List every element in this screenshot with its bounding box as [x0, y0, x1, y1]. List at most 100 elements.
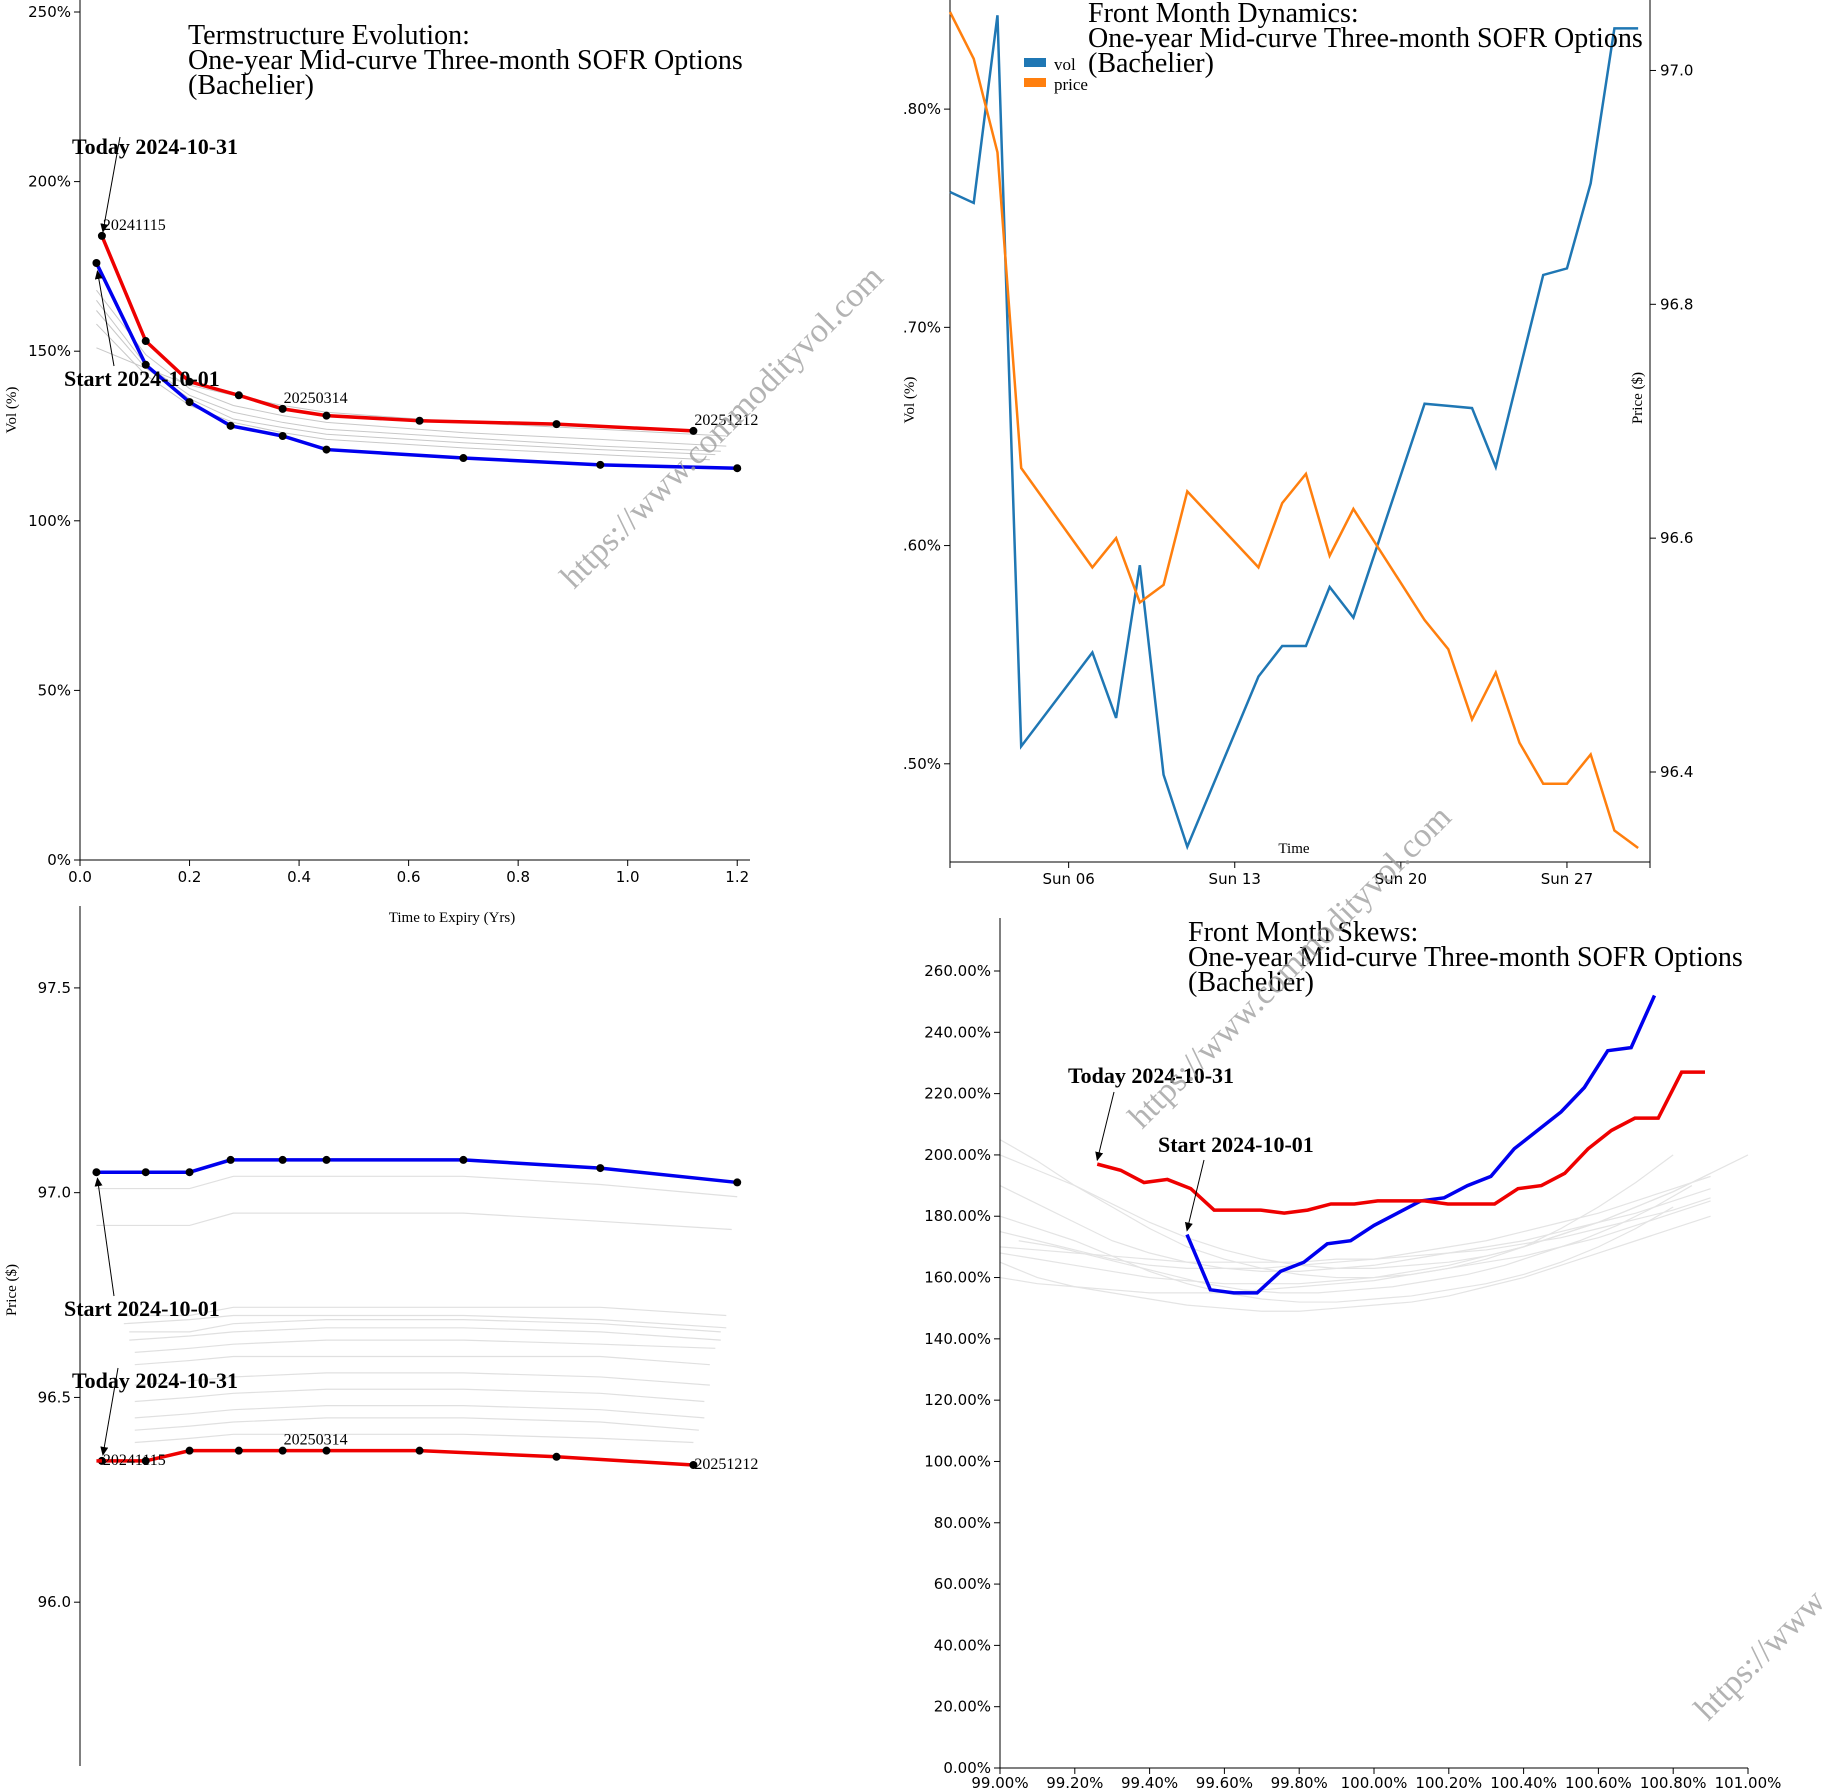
start-data-point	[92, 259, 101, 268]
chart-title-line: One-year Mid-curve Three-month SOFR Opti…	[188, 45, 743, 76]
x-tick-label: 99.60%	[1196, 1774, 1253, 1792]
history-line	[999, 1139, 1674, 1279]
x-axis-title: Time to Expiry (Yrs)	[389, 910, 516, 926]
y-tick-label: 250%	[28, 3, 71, 21]
legend-swatch-vol	[1024, 58, 1046, 67]
y-axis-title: Vol (%)	[902, 377, 918, 424]
today-data-point	[185, 1446, 194, 1455]
point-label: 20251212	[694, 1456, 758, 1473]
history-line	[999, 1154, 1749, 1269]
x-tick-label: Sun 06	[1042, 870, 1094, 888]
y2-tick-label: 96.6	[1660, 529, 1693, 547]
start-data-point	[226, 1155, 235, 1164]
history-line	[999, 1200, 1711, 1294]
annotation-start: Start 2024-10-01	[64, 1296, 220, 1321]
x-tick-label: 100.40%	[1490, 1774, 1557, 1792]
history-line	[134, 1355, 710, 1366]
termstructure-vol-chart: 0% 50% 100% 150% 200% 250% 0.0 0.2 0.4 0.6 0.8 1.0 1…	[4, 0, 758, 926]
x-tick-label: Sun 20	[1375, 870, 1427, 888]
point-label: 20250314	[284, 390, 348, 407]
y2-tick-label: 96.8	[1660, 295, 1693, 313]
x-tick-label: 99.00%	[971, 1774, 1028, 1792]
x-tick-label: 101.00%	[1715, 1774, 1782, 1792]
annotation-start: Start 2024-10-01	[64, 366, 220, 391]
y2-tick-label: 97.0	[1660, 61, 1693, 79]
annotation-today: Today 2024-10-31	[72, 134, 238, 159]
history-line	[134, 1405, 705, 1419]
x-tick-label: 99.40%	[1121, 1774, 1178, 1792]
front-month-dynamics-chart: .50% .60% .70% .80% 96.4 96.6 96.8 97.0 Sun 06 Su…	[902, 0, 1693, 888]
y-axis-title: Vol (%)	[4, 387, 20, 434]
today-data-point	[689, 426, 698, 435]
start-data-point	[278, 1155, 287, 1164]
chart-title-line: Front Month Dynamics:	[1088, 0, 1359, 29]
x-tick-label: 100.60%	[1565, 1774, 1632, 1792]
y-tick-label: 0.00%	[943, 1759, 991, 1777]
chart-title-group: Front Month Skews:One-year Mid-curve Thr…	[1188, 917, 1743, 998]
start-data-point	[322, 445, 331, 454]
point-label: 20241115	[103, 1452, 166, 1469]
y-tick-label: 96.5	[38, 1388, 71, 1406]
x-axis-title: Time	[1278, 841, 1309, 857]
y2-axis-title: Price ($)	[1630, 372, 1646, 424]
chart-title-line: Front Month Skews:	[1188, 917, 1418, 948]
x-tick-label: 0.2	[178, 868, 202, 886]
y-tick-label: 150%	[28, 342, 71, 360]
today-data-point	[278, 1446, 287, 1455]
start-data-point	[92, 1168, 101, 1177]
today-data-point	[415, 416, 424, 425]
history-line	[134, 1339, 716, 1353]
annotation-start-arrow	[1184, 1159, 1205, 1232]
start-data-point	[596, 460, 605, 469]
x-tick-label: 99.20%	[1046, 1774, 1103, 1792]
y2-tick-label: 96.4	[1660, 763, 1693, 781]
start-data-point	[322, 1155, 331, 1164]
history-line	[96, 289, 727, 447]
x-tick-label: 1.0	[616, 868, 640, 886]
x-tick-label: 99.80%	[1271, 1774, 1328, 1792]
y-tick-label: 97.0	[38, 1184, 71, 1202]
x-tick-label: 0.8	[506, 868, 530, 886]
start-data-point	[459, 1155, 468, 1164]
today-data-point	[141, 337, 150, 346]
chart-title-line: (Bachelier)	[1188, 967, 1314, 998]
history-line	[999, 1175, 1711, 1269]
y-tick-label: .70%	[903, 318, 941, 336]
today-data-point	[689, 1461, 698, 1469]
y-tick-label: 50%	[38, 681, 71, 699]
today-data-point	[234, 391, 243, 400]
history-line	[123, 1314, 727, 1329]
y-tick-label: 120.00%	[924, 1391, 991, 1409]
start-data-point	[141, 1168, 150, 1177]
y-tick-label: .50%	[903, 755, 941, 773]
y-tick-label: .80%	[903, 100, 941, 118]
y-tick-label: 40.00%	[934, 1636, 991, 1654]
y-tick-label: 100.00%	[924, 1452, 991, 1470]
chart-title-line: (Bachelier)	[188, 70, 314, 101]
y-tick-label: 60.00%	[934, 1575, 991, 1593]
y-tick-label: 100%	[28, 512, 71, 530]
annotation-start-arrow	[94, 270, 115, 367]
annotation-start-arrow	[94, 1177, 115, 1297]
legend-swatch-price	[1024, 78, 1046, 87]
history-line	[96, 1212, 732, 1231]
history-line	[999, 1206, 1674, 1303]
history-line	[134, 1372, 710, 1386]
watermark-text: https://www.commodityvol.com	[1687, 1391, 1822, 1728]
y-axis-title: Price ($)	[4, 1264, 20, 1316]
history-line	[999, 1197, 1711, 1263]
today-data-point	[322, 411, 331, 420]
start-data-point	[278, 432, 287, 440]
today-data-point	[185, 377, 194, 386]
history-line	[96, 347, 727, 437]
y-tick-label: 97.5	[38, 979, 71, 997]
today-data-point	[97, 231, 106, 240]
legend-label-price: price	[1054, 75, 1088, 94]
y-tick-label: .60%	[903, 537, 941, 555]
x-tick-label: 0.6	[397, 868, 421, 886]
history-line	[134, 1417, 699, 1431]
y-tick-label: 0%	[47, 851, 71, 869]
x-tick-label: 1.2	[725, 868, 749, 886]
history-line	[1018, 1185, 1693, 1294]
